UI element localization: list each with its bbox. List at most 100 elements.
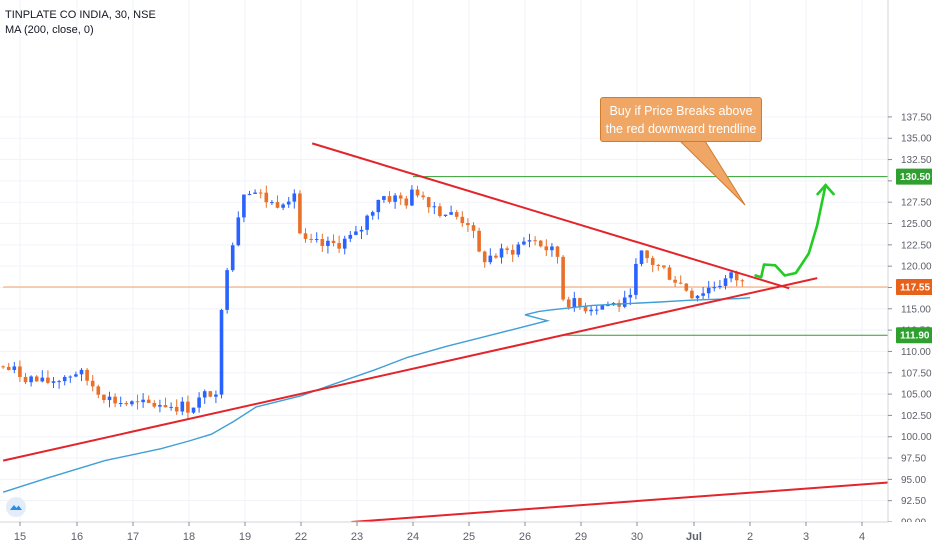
time-tick-label: 29: [575, 531, 587, 543]
candle-body: [533, 240, 537, 242]
candle-body: [225, 270, 229, 310]
time-tick-label: 16: [71, 531, 83, 543]
candle-body: [34, 376, 39, 382]
price-tick-label: 122.50: [901, 240, 932, 251]
candle-body: [298, 193, 302, 234]
time-tick-label: 30: [631, 531, 643, 543]
candle-body: [656, 264, 661, 266]
downward-trendline[interactable]: [311, 142, 790, 290]
candle-body: [236, 217, 241, 246]
candle-body: [208, 391, 213, 397]
price-tick-label: 132.50: [901, 155, 932, 166]
candle-body: [29, 376, 33, 383]
candle-body: [102, 394, 106, 401]
candle-body: [544, 246, 549, 251]
time-tick-label: 22: [295, 531, 307, 543]
candle-body: [174, 406, 179, 412]
candle-body: [516, 244, 521, 255]
candle-body: [46, 377, 50, 383]
time-tick-label: 19: [239, 531, 251, 543]
candle-body: [309, 238, 313, 240]
ma-line[interactable]: [2, 297, 751, 493]
candle-body: [550, 246, 554, 251]
candle-body: [589, 309, 593, 312]
price-tick-label: 100.00: [901, 432, 932, 443]
candle-body: [219, 309, 224, 395]
projection-line[interactable]: [754, 183, 827, 279]
candle-body: [292, 193, 297, 202]
candle-body: [723, 278, 728, 286]
candle-body: [107, 396, 112, 401]
candle-body: [113, 396, 117, 404]
price-axis[interactable]: [888, 0, 932, 550]
candle-body: [421, 195, 425, 198]
candle-body: [376, 199, 381, 213]
candle-body: [583, 306, 588, 312]
candle-body: [74, 374, 78, 377]
candle-body: [393, 195, 397, 202]
candle-body: [57, 381, 61, 383]
candle-body: [617, 302, 621, 307]
candle-body: [499, 248, 504, 258]
candle-body: [600, 305, 605, 310]
candle-body: [494, 255, 498, 258]
tradingview-logo-icon[interactable]: [6, 497, 26, 517]
candle-body: [477, 230, 481, 252]
price-tick-label: 107.50: [901, 368, 932, 379]
candle-body: [482, 251, 487, 263]
candle-body: [578, 298, 582, 307]
time-tick-label: 26: [519, 531, 531, 543]
candle-body: [51, 381, 56, 383]
candle-body: [158, 405, 162, 407]
time-tick-label: 17: [127, 531, 139, 543]
candle-body: [662, 265, 666, 268]
candle-body: [286, 201, 291, 205]
upward-trendline[interactable]: [2, 277, 818, 462]
candle-body: [740, 280, 745, 282]
candle-body: [202, 391, 207, 398]
moving-average: [2, 297, 751, 493]
candle-body: [124, 403, 129, 405]
candle-body: [18, 366, 22, 377]
candle-body: [365, 215, 369, 230]
projection-path: [754, 183, 835, 279]
candle-body: [6, 366, 11, 370]
reference-lines: [3, 176, 888, 336]
candle-body: [561, 256, 565, 300]
candle-body: [342, 238, 347, 249]
candle-body: [281, 204, 285, 208]
candle-body: [214, 394, 218, 397]
callout-note[interactable]: Buy if Price Breaks above the red downwa…: [600, 97, 762, 142]
candle-body: [566, 299, 571, 308]
candle-body: [639, 250, 644, 264]
time-tick-label: 24: [407, 531, 419, 543]
candle-body: [382, 196, 386, 200]
time-tick-label: 15: [14, 531, 26, 543]
candle-body: [90, 380, 95, 387]
lower-channel-line[interactable]: [351, 473, 932, 523]
candle-body: [690, 290, 694, 299]
candle-body: [314, 239, 319, 241]
time-axis[interactable]: [0, 522, 932, 550]
time-tick-label: 4: [859, 531, 865, 543]
projection-arrowhead: [816, 183, 835, 196]
time-tick-label: 18: [183, 531, 195, 543]
time-tick-label: Jul: [686, 531, 702, 543]
candle-body: [555, 246, 560, 257]
candle-body: [606, 305, 610, 307]
candle-body: [169, 406, 173, 408]
candle-body: [135, 401, 140, 403]
candles: [1, 185, 745, 420]
candle-body: [303, 233, 308, 239]
candle-body: [466, 223, 470, 226]
candle-body: [460, 216, 465, 224]
price-tag-label: 130.50: [900, 172, 931, 183]
candle-body: [522, 241, 526, 245]
candle-body: [538, 240, 543, 247]
candle-body: [348, 234, 353, 239]
candle-body: [432, 206, 437, 208]
time-tick-label: 23: [351, 531, 363, 543]
candle-body: [40, 377, 45, 382]
